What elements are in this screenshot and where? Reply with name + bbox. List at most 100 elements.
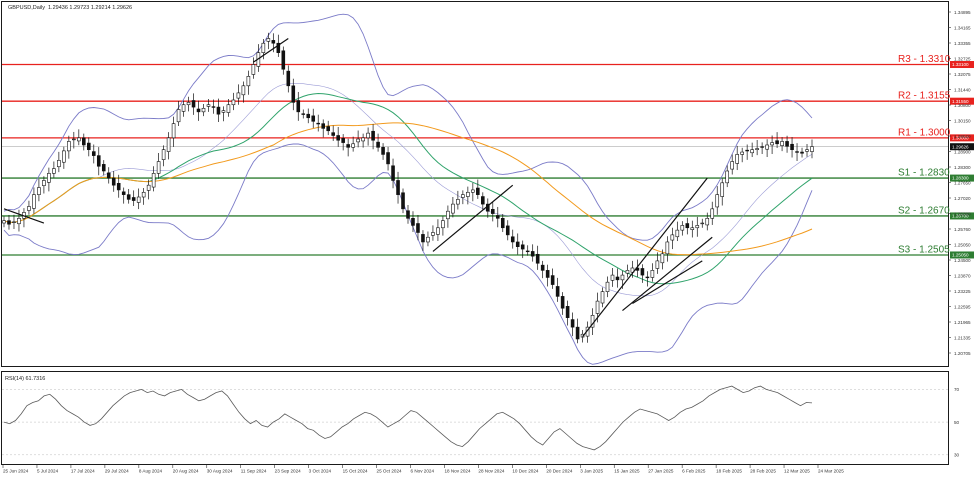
candle-body	[720, 182, 725, 197]
candle-body	[37, 187, 41, 195]
candle	[411, 211, 415, 233]
candle-body	[161, 149, 166, 160]
candle-body	[665, 241, 670, 255]
candle-body	[126, 194, 131, 200]
candle	[570, 312, 575, 337]
candle-body	[401, 192, 405, 210]
candle	[196, 100, 201, 121]
candle	[47, 167, 51, 192]
candle-body	[236, 92, 241, 99]
candle	[226, 99, 231, 117]
price-tick-label: 1.20705	[954, 351, 971, 356]
candle	[446, 205, 450, 228]
candle	[366, 127, 370, 146]
candle-body	[151, 173, 156, 188]
candle-body	[47, 173, 51, 183]
price-tick-label: 1.26390	[954, 211, 971, 216]
candle	[2, 216, 6, 228]
time-tick-label: 18 Nov 2024	[444, 469, 470, 474]
candle-body	[57, 160, 61, 168]
level-label: R3 - 1.3310	[898, 54, 951, 65]
candle	[490, 202, 495, 222]
candle	[291, 78, 296, 111]
candle-body	[311, 115, 316, 122]
level-price-tag-text: 1.26700	[952, 214, 969, 219]
candle-body	[121, 191, 126, 195]
candle-body	[620, 274, 625, 281]
candle-body	[545, 270, 550, 278]
candle-body	[505, 225, 510, 236]
candle	[151, 166, 156, 192]
candle	[17, 209, 21, 232]
candle-body	[421, 234, 425, 243]
candle-body	[266, 38, 271, 42]
candle	[675, 221, 680, 242]
time-tick-label: 28 Nov 2024	[478, 469, 504, 474]
candle	[176, 100, 181, 127]
candle	[72, 131, 76, 149]
time-tick-label: 27 Jan 2025	[648, 469, 674, 474]
candle-body	[540, 264, 545, 271]
candle-body	[27, 206, 31, 211]
candle	[520, 240, 525, 259]
candle	[471, 182, 475, 202]
candle	[525, 245, 530, 256]
level-price-tag-text: 1.33100	[952, 62, 969, 67]
candle	[96, 147, 101, 176]
candle	[146, 179, 151, 200]
candle-body	[96, 155, 101, 167]
candle	[211, 99, 216, 114]
candle	[221, 106, 226, 122]
candle-body	[810, 146, 814, 152]
candle	[456, 190, 460, 210]
candle	[301, 109, 306, 119]
time-tick-label: 3 Jan 2025	[580, 469, 603, 474]
candle	[361, 133, 365, 148]
symbol-header: GBPUSD,Daily	[8, 5, 45, 11]
candle-body	[62, 150, 66, 163]
candle	[725, 165, 730, 188]
current-price-tag-text: 1.29626	[952, 144, 969, 149]
candle-body	[246, 76, 251, 87]
candle	[141, 188, 146, 205]
candle	[116, 174, 121, 198]
candle	[640, 264, 645, 283]
rsi-panel: 70 50 30	[2, 385, 960, 458]
candle	[341, 134, 345, 151]
candle	[401, 188, 405, 214]
candle	[52, 161, 56, 178]
candle	[625, 264, 630, 278]
candle-body	[171, 123, 176, 139]
candle	[720, 178, 725, 206]
candle-body	[366, 132, 370, 139]
candle	[710, 201, 715, 225]
candle	[356, 130, 360, 148]
candle-body	[32, 194, 36, 209]
candle	[740, 147, 744, 163]
candle	[136, 188, 141, 210]
candle	[685, 217, 690, 235]
candle	[785, 135, 789, 153]
time-tick-label: 20 Dec 2024	[546, 469, 572, 474]
level-price-tag	[950, 251, 974, 259]
candle	[615, 268, 620, 288]
candle-body	[196, 108, 201, 113]
candle	[32, 187, 36, 214]
candle	[775, 132, 779, 149]
level-price-tag-text: 1.25050	[952, 253, 969, 258]
price-tick-label: 1.25760	[954, 227, 971, 232]
level-label: S3 - 1.2505	[898, 244, 950, 255]
candle-body	[800, 151, 804, 154]
candle-body	[106, 172, 111, 179]
price-tick-label: 1.28300	[954, 165, 971, 170]
candle-body	[356, 138, 360, 143]
trendline	[582, 177, 708, 337]
candle	[680, 221, 685, 236]
time-tick-label: 29 Jul 2024	[105, 469, 129, 474]
candle	[600, 287, 605, 308]
candle-body	[2, 220, 6, 224]
candle-body	[326, 126, 330, 132]
candle	[800, 147, 804, 158]
price-tick-label: 1.34165	[954, 25, 971, 30]
candle-body	[211, 106, 216, 108]
